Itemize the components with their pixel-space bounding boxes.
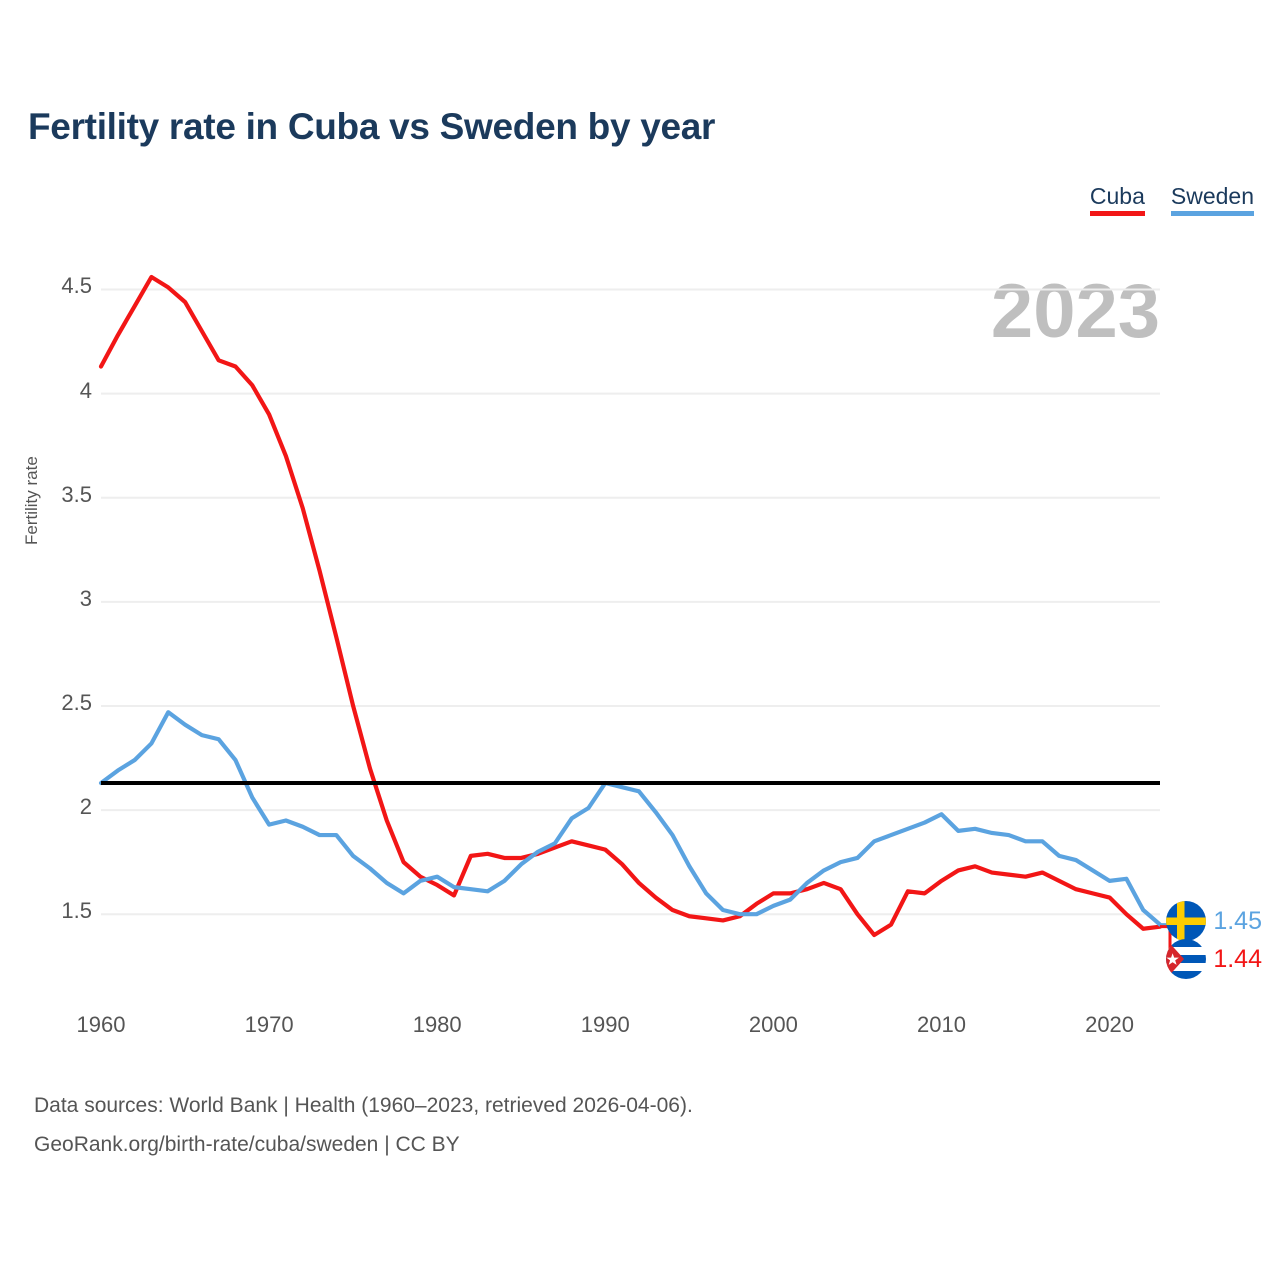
- legend-item-sweden[interactable]: Sweden: [1170, 183, 1254, 216]
- legend-item-cuba[interactable]: Cuba: [1089, 183, 1145, 216]
- end-marker-sweden: 1.45: [1166, 901, 1262, 941]
- end-value-sweden: 1.45: [1213, 906, 1262, 935]
- y-tick-label: 3.5: [61, 481, 92, 507]
- x-tick-label: 2020: [1085, 1012, 1135, 1037]
- x-tick-label: 1960: [76, 1012, 126, 1037]
- end-marker-cuba: 1.44: [1166, 939, 1262, 979]
- flag-sweden-icon: [1166, 901, 1207, 941]
- y-tick-label: 4: [79, 377, 92, 403]
- x-tick-label: 2000: [748, 1012, 798, 1037]
- series-line-cuba: [98, 274, 1163, 938]
- y-tick-label: 2: [79, 794, 92, 820]
- x-tick-label: 1980: [412, 1012, 462, 1037]
- flag-cuba-icon: [1166, 939, 1207, 979]
- y-tick-label: 4.5: [61, 273, 92, 299]
- legend-swatch-sweden: [1170, 211, 1254, 216]
- x-tick-label: 2010: [916, 1012, 966, 1037]
- footer: Data sources: World Bank | Health (1960–…: [34, 1086, 693, 1164]
- legend-swatch-cuba: [1089, 211, 1145, 216]
- x-tick-label: 1990: [580, 1012, 630, 1037]
- y-tick-label: 1.5: [61, 898, 92, 924]
- y-tick-label: 2.5: [61, 689, 92, 715]
- legend-label-sweden: Sweden: [1170, 183, 1254, 209]
- page-title: Fertility rate in Cuba vs Sweden by year: [28, 106, 716, 147]
- x-tick-label: 1970: [244, 1012, 294, 1037]
- series-line-sweden: [98, 710, 1163, 927]
- y-tick-label: 3: [79, 585, 92, 611]
- legend-label-cuba: Cuba: [1089, 183, 1145, 209]
- legend: Cuba Sweden: [1089, 183, 1254, 216]
- footer-line-attribution: GeoRank.org/birth-rate/cuba/sweden | CC …: [34, 1133, 460, 1156]
- footer-line-sources: Data sources: World Bank | Health (1960–…: [34, 1094, 693, 1117]
- year-watermark: 2023: [990, 269, 1160, 354]
- end-value-cuba: 1.44: [1213, 944, 1262, 973]
